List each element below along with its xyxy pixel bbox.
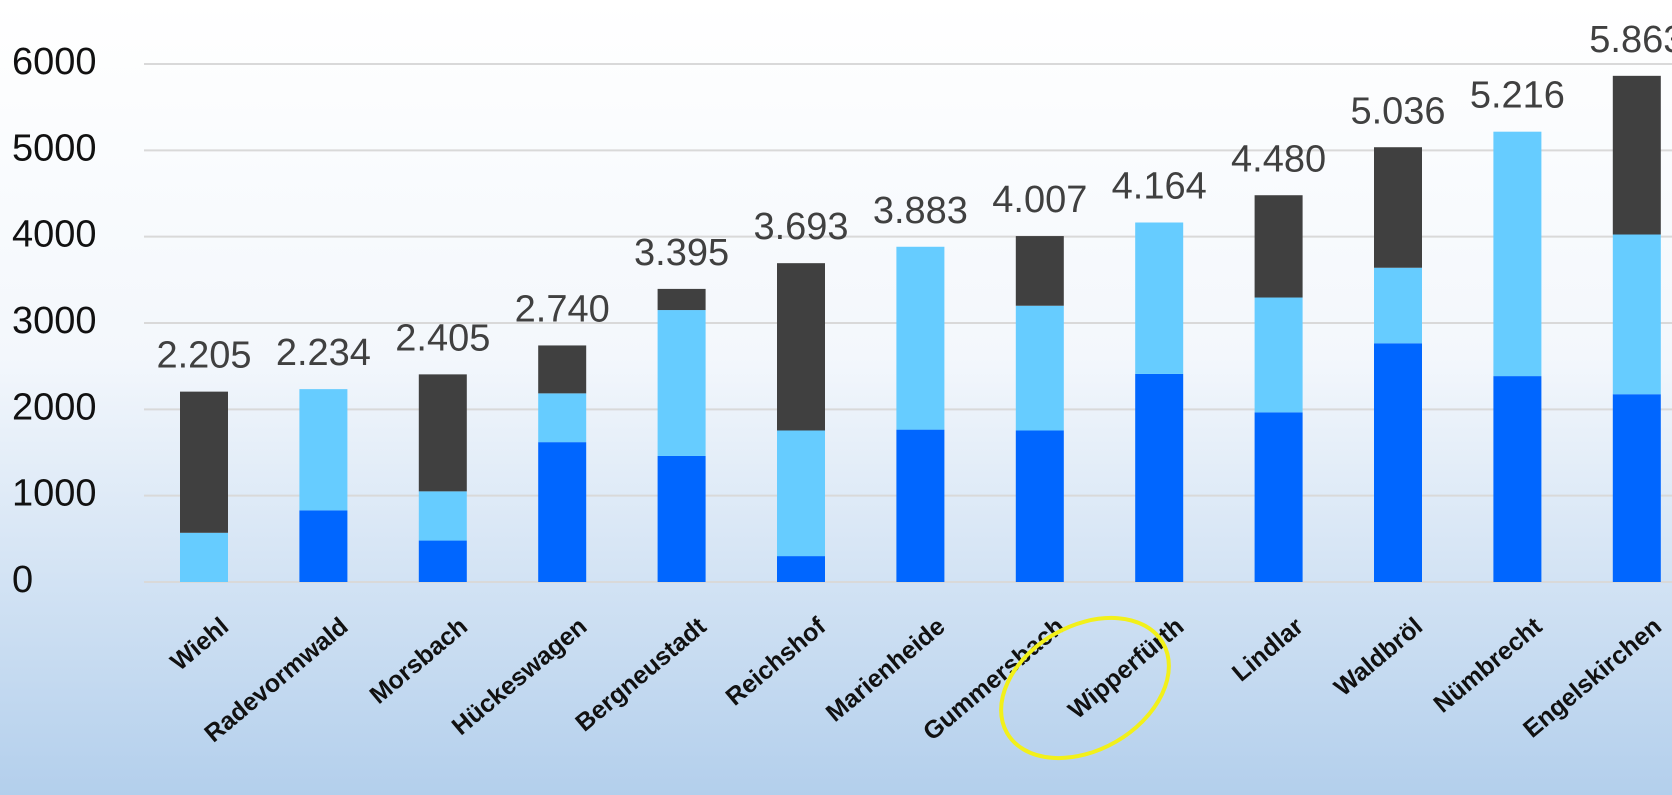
- bar-segment: [299, 389, 348, 511]
- bar-segment: [1374, 147, 1422, 268]
- bar-segment: [657, 310, 706, 456]
- bar-segment: [418, 540, 467, 582]
- bar-segment: [896, 429, 945, 582]
- bar-segment: [1135, 222, 1184, 374]
- bar-segment: [180, 532, 228, 582]
- total-label: 5.216: [1470, 75, 1565, 117]
- total-label: 4.164: [1112, 166, 1207, 208]
- bar-segment: [418, 491, 467, 541]
- total-label: 2.405: [395, 317, 490, 359]
- bar-segment: [1015, 305, 1064, 431]
- bar-segment: [896, 246, 945, 430]
- total-label: 2.205: [156, 335, 251, 377]
- highlight-ellipse: [999, 615, 1171, 761]
- bar-segment: [1374, 343, 1422, 582]
- bar-segment: [1612, 75, 1661, 235]
- bar-segment: [1254, 412, 1303, 582]
- bar-segment: [1254, 195, 1303, 298]
- bar-segment: [538, 442, 587, 582]
- y-tick-label: 6000: [12, 41, 97, 83]
- y-tick-label: 3000: [12, 300, 97, 342]
- bar-segment: [1612, 394, 1661, 582]
- bars: [180, 75, 1661, 582]
- total-label: 5.036: [1350, 90, 1445, 132]
- bar-segment: [777, 263, 825, 431]
- total-label: 3.693: [753, 206, 848, 248]
- bar-segment: [538, 345, 587, 394]
- bar-segment: [538, 393, 587, 443]
- bar-segment: [1254, 297, 1303, 413]
- bar-segment: [1374, 267, 1422, 344]
- total-label: 3.395: [634, 232, 729, 274]
- y-tick-label: 4000: [12, 214, 97, 256]
- total-label: 4.007: [992, 179, 1087, 221]
- total-label: 2.740: [515, 288, 610, 330]
- bar-segment: [1015, 236, 1064, 306]
- bar-segment: [657, 288, 706, 311]
- y-tick-label: 0: [12, 559, 33, 601]
- y-tick-label: 5000: [12, 127, 97, 169]
- total-label: 3.883: [873, 190, 968, 232]
- bar-segment: [180, 391, 228, 533]
- total-label: 2.234: [276, 332, 371, 374]
- bar-segment: [1493, 376, 1542, 582]
- bar-segment: [1135, 373, 1184, 582]
- bar-segment: [1015, 430, 1064, 582]
- total-label: 5.863: [1589, 19, 1672, 61]
- y-tick-label: 1000: [12, 473, 97, 515]
- bar-segment: [418, 374, 467, 492]
- bar-segment: [777, 430, 825, 557]
- total-label: 4.480: [1231, 138, 1326, 180]
- y-tick-label: 2000: [12, 386, 97, 428]
- bar-segment: [1493, 131, 1542, 377]
- bar-segment: [1612, 234, 1661, 395]
- bar-segment: [777, 556, 825, 582]
- bar-segment: [299, 510, 348, 582]
- bar-segment: [657, 455, 706, 582]
